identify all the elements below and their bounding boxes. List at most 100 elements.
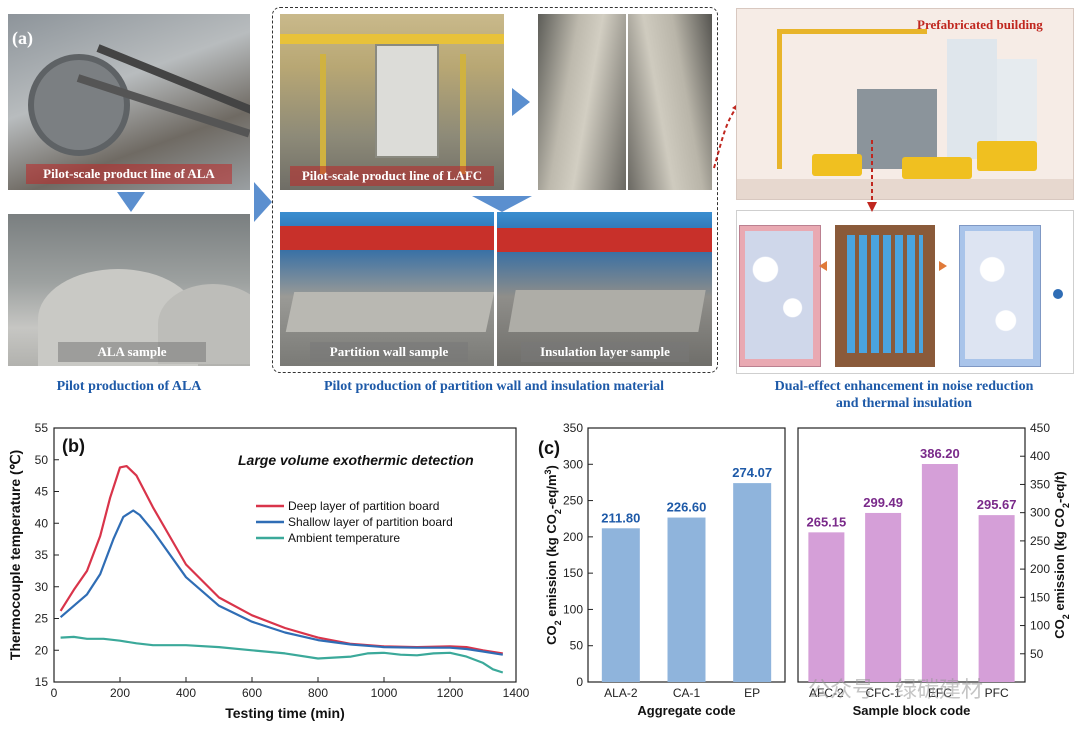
x-axis-label: Testing time (min) <box>225 705 345 721</box>
y-tick-label-right: 250 <box>1030 534 1050 548</box>
y-axis-label-left: CO2 emission (kg CO2-eq/m3) <box>543 465 563 645</box>
y-tick-label-left: 350 <box>563 421 583 435</box>
y-tick-label-left: 50 <box>570 639 584 653</box>
bar-pfc <box>978 515 1015 682</box>
ala-production-line-photo: Pilot-scale product line of ALA <box>8 14 250 190</box>
x-tick-label: 1400 <box>503 686 530 700</box>
caption-dual-effect: Dual-effect enhancement in noise reducti… <box>736 378 1072 412</box>
caption-dual-line-1: Dual-effect enhancement in noise reducti… <box>774 379 1034 394</box>
caption-dual-line-2: and thermal insulation <box>835 396 973 411</box>
panel-c-tag: (c) <box>538 438 560 458</box>
lafc-line-label: Pilot-scale product line of LAFC <box>290 166 494 186</box>
x-axis-label-left: Aggregate code <box>637 703 735 718</box>
dashed-down-arrow <box>867 140 877 212</box>
plot-frame-right <box>797 427 1026 683</box>
bar-value-label: 386.20 <box>920 446 960 461</box>
panel-b-tag: (b) <box>62 436 85 456</box>
y-axis-label: Thermocouple temperature (℃) <box>7 450 23 660</box>
bar-efc <box>921 464 958 682</box>
watermark-text: 公众号 · 绿碳建材 <box>808 678 983 703</box>
insulation-layer-photo: Insulation layer sample <box>497 212 712 366</box>
y-tick-label: 20 <box>35 643 49 657</box>
ala-sample-label: ALA sample <box>58 342 206 362</box>
chart-b-title: Large volume exothermic detection <box>238 452 474 468</box>
y-tick-label: 15 <box>35 675 49 689</box>
y-tick-label: 30 <box>35 580 49 594</box>
series-line-2 <box>59 509 503 656</box>
legend-label-1: Deep layer of partition board <box>288 499 439 513</box>
y-tick-label-left: 0 <box>576 675 583 689</box>
series-line-1 <box>59 465 503 655</box>
x-tick-label: 400 <box>176 686 196 700</box>
bar-value-label: 211.80 <box>601 510 640 525</box>
x-tick-label-left: CA-1 <box>673 686 701 700</box>
bar-value-label: 274.07 <box>732 465 772 480</box>
caption-partition: Pilot production of partition wall and i… <box>323 379 665 394</box>
partition-wall-photo: Partition wall sample <box>280 212 494 366</box>
right-arrow-icon <box>254 182 272 222</box>
mesh-board-photo-2 <box>628 14 712 190</box>
x-tick-label: 1200 <box>437 686 464 700</box>
y-tick-label: 40 <box>35 516 49 530</box>
co2-bar-charts: (c) 0 50 100 150 200 250 300 350 211.80 ALA-2 226.6… <box>538 421 1071 718</box>
y-tick-label-right: 100 <box>1030 619 1050 633</box>
bar-ca-1 <box>667 517 706 682</box>
x-tick-label: 1000 <box>371 686 398 700</box>
partition-production-group <box>272 7 718 373</box>
down-arrow-icon <box>472 196 532 212</box>
x-tick-label: 0 <box>51 686 58 700</box>
series-line-3 <box>60 635 504 674</box>
x-tick-label-right: CFC-1 <box>865 686 901 700</box>
insulation-sample-label: Insulation layer sample <box>521 342 689 362</box>
bar-afc-2 <box>808 532 845 682</box>
y-tick-label: 50 <box>35 453 49 467</box>
y-axis-label-right: CO2 emission (kg CO2-eq/t) <box>1052 471 1071 639</box>
y-tick-label-right: 300 <box>1030 506 1050 520</box>
right-arrow-icon <box>512 88 530 116</box>
y-tick-label-right: 50 <box>1030 647 1044 661</box>
y-tick-label-right: 450 <box>1030 421 1050 435</box>
y-tick-label-left: 250 <box>563 494 583 508</box>
bar-ep <box>733 483 772 682</box>
x-tick-label-right: EFC <box>928 686 952 700</box>
lafc-production-line-photo: Pilot-scale product line of LAFC <box>280 14 504 190</box>
y-tick-label-left: 200 <box>563 530 583 544</box>
x-axis-label-right: Sample block code <box>853 703 971 718</box>
ala-line-label: Pilot-scale product line of ALA <box>26 164 232 184</box>
prefab-label: Prefabricated building <box>917 17 1043 32</box>
y-tick-label-right: 150 <box>1030 590 1050 604</box>
y-tick-label: 55 <box>35 421 49 435</box>
y-tick-label-left: 150 <box>563 566 583 580</box>
bar-value-label: 295.67 <box>977 497 1017 512</box>
noise-thermal-illustration <box>736 210 1074 374</box>
x-tick-label: 600 <box>242 686 262 700</box>
x-tick-label-right: AFC-2 <box>809 686 844 700</box>
temperature-line-chart: 0 200 400 600 800 1000 1200 1400 15 20 25 30 35 40 45 5… <box>7 421 530 721</box>
x-tick-label-left: EP <box>744 686 760 700</box>
legend-label-3: Ambient temperature <box>288 531 400 545</box>
x-tick-label: 800 <box>308 686 328 700</box>
bar-cfc-1 <box>865 512 902 682</box>
y-tick-label: 25 <box>35 612 49 626</box>
partition-sample-label: Partition wall sample <box>310 342 468 362</box>
y-tick-label: 35 <box>35 548 49 562</box>
y-tick-label-left: 100 <box>563 602 583 616</box>
y-tick-label-right: 200 <box>1030 562 1050 576</box>
bar-value-label: 299.49 <box>863 495 903 510</box>
y-tick-label-right: 350 <box>1030 477 1050 491</box>
panel-a-tag: (a) <box>12 28 33 48</box>
caption-ala: Pilot production of ALA <box>56 379 202 394</box>
x-tick-label: 200 <box>110 686 130 700</box>
y-tick-label-right: 400 <box>1030 449 1050 463</box>
ala-sample-photo: ALA sample <box>8 214 250 366</box>
down-arrow-icon <box>117 192 145 212</box>
y-tick-label: 45 <box>35 485 49 499</box>
y-tick-label-left: 300 <box>563 457 583 471</box>
x-tick-label-right: PFC <box>985 686 1009 700</box>
prefab-building-illustration: Prefabricated building <box>736 8 1074 200</box>
bar-value-label: 265.15 <box>806 514 846 529</box>
bar-ala-2 <box>601 528 640 682</box>
bar-value-label: 226.60 <box>667 500 707 515</box>
legend-label-2: Shallow layer of partition board <box>288 515 453 529</box>
x-tick-label-left: ALA-2 <box>604 686 638 700</box>
